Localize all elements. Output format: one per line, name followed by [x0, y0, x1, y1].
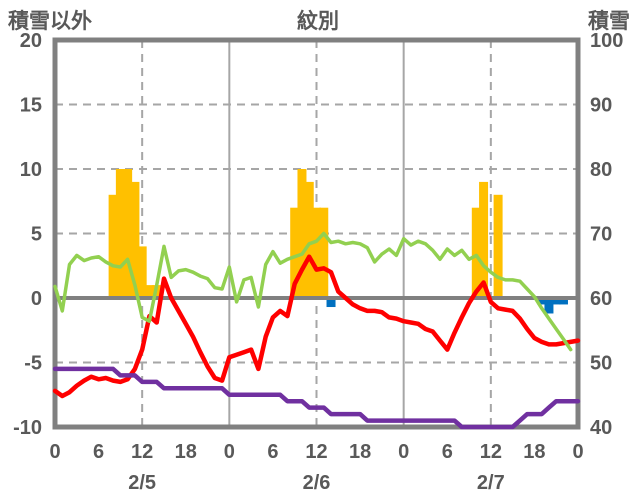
right-axis-tick-label: 40 [590, 417, 612, 439]
orange-bars [471, 207, 481, 298]
hour-tick-label: 0 [572, 441, 583, 463]
hour-tick-label: 0 [398, 441, 409, 463]
orange-bars [479, 181, 489, 298]
hour-tick-label: 12 [305, 441, 327, 463]
right-axis-tick-label: 70 [590, 224, 612, 246]
orange-bars [297, 169, 307, 298]
right-axis-tick-label: 80 [590, 159, 612, 181]
left-axis-tick-label: 15 [20, 95, 42, 117]
blue-bars [558, 298, 568, 305]
hour-tick-label: 0 [49, 441, 60, 463]
plot-frame [52, 37, 581, 430]
orange-bars [304, 181, 314, 298]
blue-bars [326, 298, 336, 308]
hour-tick-label: 18 [175, 441, 197, 463]
orange-bars [115, 169, 125, 298]
date-label: 2/7 [477, 472, 505, 494]
left-axis-tick-label: 5 [31, 224, 42, 246]
hour-tick-label: 12 [131, 441, 153, 463]
left-axis-tick-label: 20 [20, 30, 42, 52]
date-label: 2/5 [128, 472, 156, 494]
chart-title: 紋別 [297, 10, 339, 33]
blue-bars [544, 298, 554, 314]
orange-bars [319, 207, 329, 298]
blue-bars [537, 298, 547, 305]
left-axis-tick-label: -10 [13, 417, 42, 439]
right-axis-tick-label: 90 [590, 95, 612, 117]
right-axis-tick-label: 50 [590, 353, 612, 375]
left-axis-tick-label: -5 [24, 353, 42, 375]
orange-bars [137, 246, 147, 298]
hour-tick-label: 6 [442, 441, 453, 463]
date-label: 2/6 [303, 472, 331, 494]
orange-bars [130, 181, 140, 298]
left-axis-title: 積雪以外 [8, 10, 92, 33]
hour-tick-label: 0 [224, 441, 235, 463]
purple-line-snow-depth [52, 366, 581, 430]
hour-tick-label: 18 [349, 441, 371, 463]
red-line [52, 254, 581, 399]
orange-bars [493, 194, 503, 298]
orange-bars [108, 194, 118, 298]
right-axis-tick-label: 100 [590, 30, 623, 52]
orange-bars [290, 207, 300, 298]
right-axis-tick-label: 60 [590, 288, 612, 310]
orange-bars [144, 285, 154, 298]
orange-bars [312, 207, 321, 298]
left-axis-tick-label: 0 [31, 288, 42, 310]
hour-tick-label: 12 [480, 441, 502, 463]
hour-tick-label: 6 [93, 441, 104, 463]
blue-bars [551, 298, 561, 305]
orange-bars [123, 169, 133, 298]
hour-tick-label: 6 [267, 441, 278, 463]
left-axis-tick-label: 10 [20, 159, 42, 181]
right-axis-title: 積雪 [588, 10, 630, 33]
hour-tick-label: 18 [523, 441, 545, 463]
green-line [53, 231, 573, 352]
